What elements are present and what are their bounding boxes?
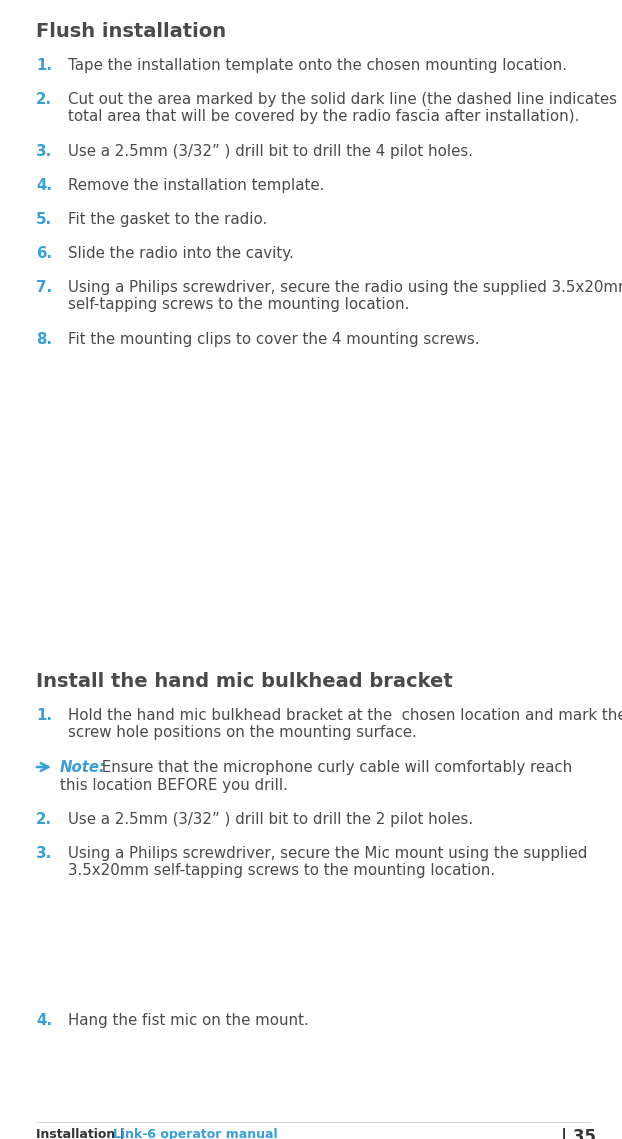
Text: | 35: | 35 bbox=[561, 1128, 596, 1139]
Text: 5.: 5. bbox=[36, 212, 52, 227]
Text: 3.: 3. bbox=[36, 144, 52, 159]
Text: Flush installation: Flush installation bbox=[36, 22, 226, 41]
Text: Using a Philips screwdriver, secure the radio using the supplied 3.5x20mm
self-t: Using a Philips screwdriver, secure the … bbox=[68, 280, 622, 312]
Text: Slide the radio into the cavity.: Slide the radio into the cavity. bbox=[68, 246, 294, 261]
Text: 8.: 8. bbox=[36, 331, 52, 347]
Text: Note:: Note: bbox=[60, 760, 106, 775]
Text: 1.: 1. bbox=[36, 58, 52, 73]
Text: 1.: 1. bbox=[36, 708, 52, 723]
Text: 4.: 4. bbox=[36, 1013, 52, 1029]
Text: Hang the fist mic on the mount.: Hang the fist mic on the mount. bbox=[68, 1013, 309, 1029]
Text: Hold the hand mic bulkhead bracket at the  chosen location and mark the
screw ho: Hold the hand mic bulkhead bracket at th… bbox=[68, 708, 622, 740]
Text: Fit the mounting clips to cover the 4 mounting screws.: Fit the mounting clips to cover the 4 mo… bbox=[68, 331, 480, 347]
Text: 2.: 2. bbox=[36, 812, 52, 827]
Text: Use a 2.5mm (3/32” ) drill bit to drill the 4 pilot holes.: Use a 2.5mm (3/32” ) drill bit to drill … bbox=[68, 144, 473, 159]
Text: 3.: 3. bbox=[36, 846, 52, 861]
Text: 7.: 7. bbox=[36, 280, 52, 295]
Text: Tape the installation template onto the chosen mounting location.: Tape the installation template onto the … bbox=[68, 58, 567, 73]
Text: Using a Philips screwdriver, secure the Mic mount using the supplied
3.5x20mm se: Using a Philips screwdriver, secure the … bbox=[68, 846, 587, 878]
Text: Install the hand mic bulkhead bracket: Install the hand mic bulkhead bracket bbox=[36, 672, 453, 691]
Text: Link-6 operator manual: Link-6 operator manual bbox=[113, 1128, 277, 1139]
Text: Use a 2.5mm (3/32” ) drill bit to drill the 2 pilot holes.: Use a 2.5mm (3/32” ) drill bit to drill … bbox=[68, 812, 473, 827]
Text: Remove the installation template.: Remove the installation template. bbox=[68, 178, 325, 192]
Text: Fit the gasket to the radio.: Fit the gasket to the radio. bbox=[68, 212, 267, 227]
Text: 6.: 6. bbox=[36, 246, 52, 261]
Text: 4.: 4. bbox=[36, 178, 52, 192]
Text: Installation |: Installation | bbox=[36, 1128, 129, 1139]
Text: Cut out the area marked by the solid dark line (the dashed line indicates the
to: Cut out the area marked by the solid dar… bbox=[68, 92, 622, 124]
Text: this location BEFORE you drill.: this location BEFORE you drill. bbox=[60, 778, 288, 793]
Text: 2.: 2. bbox=[36, 92, 52, 107]
Text: Ensure that the microphone curly cable will comfortably reach: Ensure that the microphone curly cable w… bbox=[97, 760, 572, 775]
